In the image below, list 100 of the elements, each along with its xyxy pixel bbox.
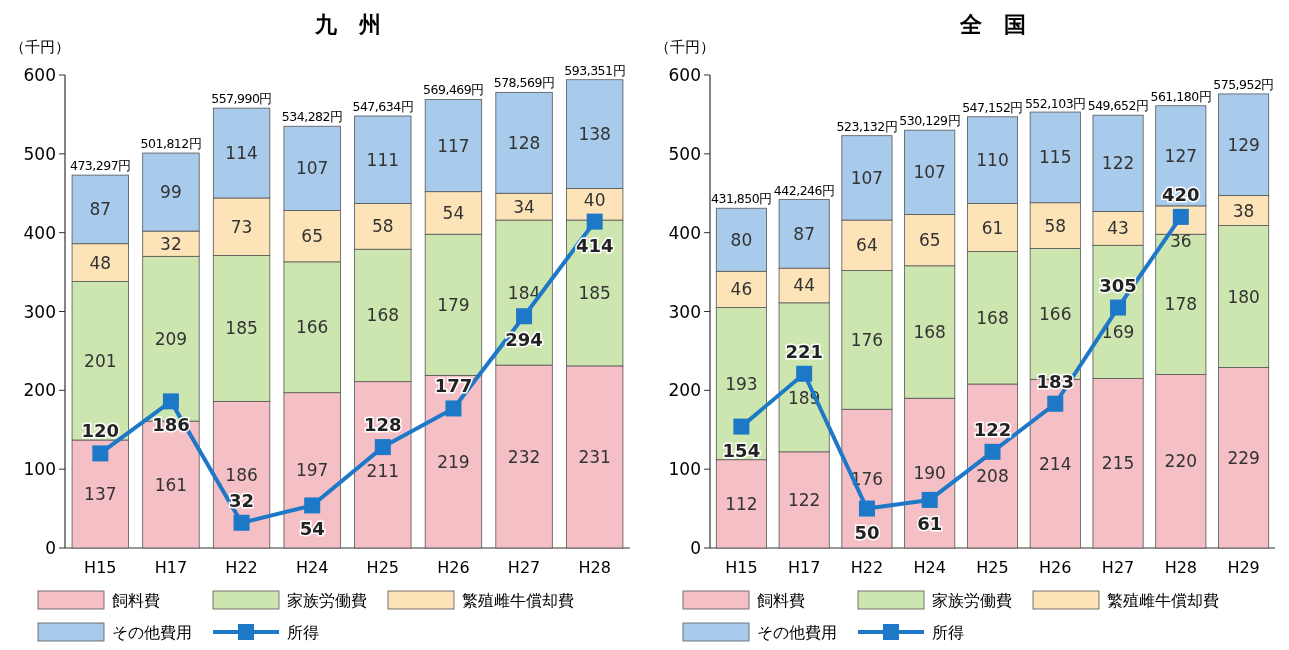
data-label: 166 (1039, 303, 1072, 324)
data-label: 34 (513, 196, 535, 217)
data-label: 114 (225, 143, 258, 164)
legend-label: 飼料費 (757, 591, 805, 610)
x-tick-label: H26 (437, 558, 470, 577)
data-label: 50 (854, 521, 880, 543)
data-label: 215 (1101, 453, 1135, 474)
data-label: 43 (1107, 218, 1129, 239)
point (374, 439, 391, 456)
annotation: 501,812円 (140, 136, 202, 152)
data-label: 54 (299, 518, 325, 540)
y-axis-title: （千円） (10, 38, 70, 56)
data-label: 32 (160, 233, 182, 254)
annotation: 578,569円 (493, 75, 555, 91)
y-tick-label: 400 (23, 222, 56, 243)
data-label: 232 (507, 446, 541, 467)
legend-label: その他費用 (112, 623, 192, 642)
data-label: 185 (578, 282, 611, 303)
data-label: 32 (229, 489, 255, 511)
point (921, 491, 938, 508)
data-label: 219 (437, 451, 470, 472)
data-label: 99 (160, 182, 182, 203)
data-label: 122 (1101, 153, 1135, 174)
data-label: 112 (725, 493, 758, 514)
data-label: 129 (1227, 134, 1260, 155)
annotation: 547,152円 (962, 99, 1023, 115)
chart-title: 全 国 (958, 12, 1026, 37)
y-tick-label: 100 (23, 459, 56, 480)
x-tick-label: H25 (366, 558, 400, 577)
data-label: 420 (1162, 183, 1200, 205)
y-tick-label: 100 (668, 459, 701, 480)
data-label: 193 (725, 373, 758, 394)
point (516, 308, 533, 325)
data-label: 211 (366, 461, 400, 482)
data-label: 87 (793, 223, 815, 244)
point (304, 497, 321, 514)
y-tick-label: 500 (23, 143, 56, 164)
x-tick-label: H27 (507, 558, 541, 577)
x-tick-label: H22 (850, 558, 884, 577)
legend-label: 家族労働費 (932, 591, 1012, 610)
legend-label: 繁殖雌牛償却費 (1107, 591, 1219, 610)
annotation: 575,952円 (1213, 76, 1274, 92)
data-label: 65 (301, 226, 324, 247)
point (796, 365, 813, 382)
legend-label: 飼料費 (112, 591, 160, 610)
data-label: 128 (507, 132, 541, 153)
annotation: 557,990円 (211, 91, 272, 107)
data-label: 214 (1039, 453, 1072, 474)
data-label: 168 (976, 307, 1009, 328)
data-label: 414 (575, 234, 614, 256)
point (162, 393, 179, 410)
data-label: 107 (913, 162, 946, 183)
x-tick-label: H28 (1164, 558, 1198, 577)
data-label: 185 (225, 318, 258, 339)
data-label: 58 (1044, 215, 1067, 236)
data-label: 168 (366, 305, 400, 326)
point (586, 213, 603, 230)
data-label: 122 (973, 418, 1012, 440)
annotation: 552,103円 (1024, 95, 1086, 111)
data-label: 197 (295, 460, 329, 481)
x-tick-label: H29 (1227, 558, 1260, 577)
point (92, 445, 109, 462)
y-tick-label: 600 (668, 65, 701, 85)
data-label: 229 (1227, 447, 1260, 468)
x-tick-label: H24 (913, 558, 946, 577)
data-label: 65 (918, 230, 941, 251)
data-label: 58 (371, 216, 394, 237)
x-tick-label: H27 (1101, 558, 1135, 577)
point (233, 514, 250, 531)
x-tick-label: H25 (976, 558, 1009, 577)
point (858, 500, 875, 517)
annotation: 569,469円 (423, 82, 484, 98)
annotation: 431,850円 (711, 191, 772, 207)
data-label: 231 (578, 446, 611, 467)
annotation: 523,132円 (836, 118, 898, 134)
data-label: 154 (722, 439, 761, 461)
y-tick-label: 0 (45, 538, 56, 558)
x-tick-label: H22 (225, 558, 258, 577)
data-label: 40 (583, 189, 606, 210)
y-axis-title: （千円） (655, 38, 715, 56)
annotation: 549,652円 (1087, 98, 1149, 114)
point (1047, 395, 1064, 412)
x-tick-label: H26 (1039, 558, 1072, 577)
data-label: 161 (154, 474, 188, 495)
data-label: 36 (1170, 230, 1192, 251)
y-tick-label: 600 (23, 65, 56, 85)
x-tick-label: H15 (725, 558, 758, 577)
data-label: 138 (578, 124, 611, 145)
legend-label: 繁殖雌牛償却費 (462, 591, 574, 610)
point (984, 443, 1001, 460)
data-label: 73 (230, 216, 253, 237)
annotation: 534,282円 (281, 109, 343, 125)
data-label: 54 (442, 202, 465, 223)
annotation: 593,351円 (564, 62, 626, 78)
data-label: 209 (154, 328, 188, 349)
x-tick-label: H28 (578, 558, 611, 577)
data-label: 166 (295, 317, 329, 338)
data-label: 127 (1164, 145, 1198, 166)
legend-label: 家族労働費 (287, 591, 367, 610)
data-label: 61 (981, 217, 1004, 238)
